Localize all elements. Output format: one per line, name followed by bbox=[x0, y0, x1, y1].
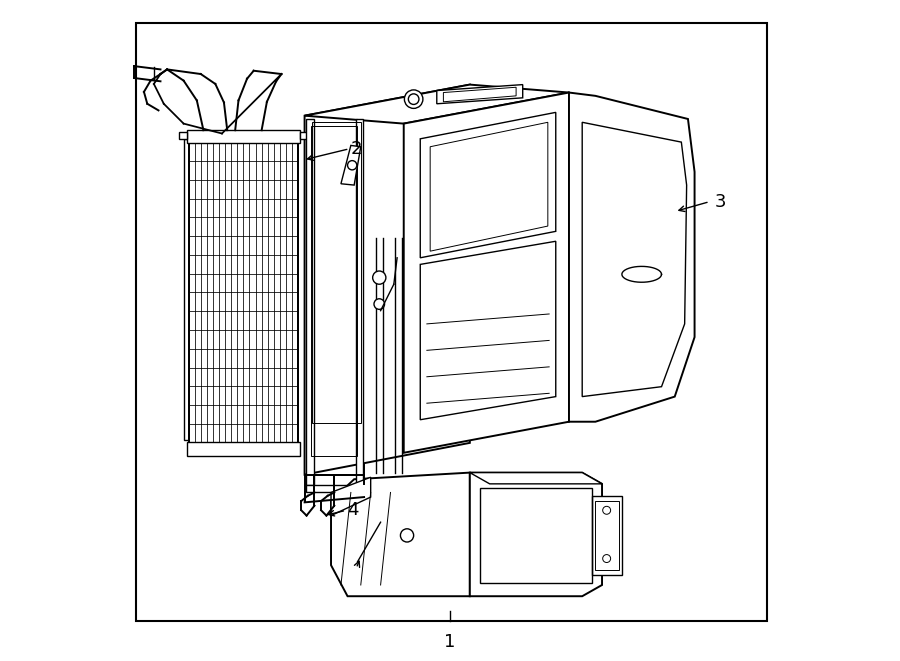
Polygon shape bbox=[304, 85, 470, 475]
Polygon shape bbox=[420, 241, 556, 420]
Polygon shape bbox=[470, 473, 602, 596]
Text: 1: 1 bbox=[445, 633, 455, 652]
Text: 4: 4 bbox=[347, 501, 359, 520]
Polygon shape bbox=[304, 85, 569, 124]
Circle shape bbox=[404, 90, 423, 108]
Circle shape bbox=[374, 299, 384, 309]
Text: 3: 3 bbox=[715, 192, 726, 211]
Polygon shape bbox=[356, 119, 363, 485]
Polygon shape bbox=[300, 132, 308, 139]
Polygon shape bbox=[420, 112, 556, 258]
Polygon shape bbox=[331, 477, 371, 516]
Circle shape bbox=[347, 161, 356, 170]
Circle shape bbox=[603, 506, 610, 514]
Polygon shape bbox=[179, 132, 187, 139]
Text: 2: 2 bbox=[351, 139, 363, 158]
Circle shape bbox=[603, 555, 610, 563]
Polygon shape bbox=[341, 145, 361, 185]
Polygon shape bbox=[470, 473, 602, 484]
Polygon shape bbox=[184, 139, 191, 440]
Circle shape bbox=[400, 529, 414, 542]
Polygon shape bbox=[331, 473, 470, 596]
Polygon shape bbox=[436, 85, 523, 104]
Polygon shape bbox=[304, 116, 365, 475]
Polygon shape bbox=[189, 142, 298, 443]
Polygon shape bbox=[187, 442, 300, 456]
Circle shape bbox=[373, 271, 386, 284]
Polygon shape bbox=[306, 485, 363, 492]
Polygon shape bbox=[306, 119, 314, 485]
Polygon shape bbox=[187, 130, 300, 143]
Polygon shape bbox=[404, 93, 569, 453]
Polygon shape bbox=[569, 93, 695, 422]
Polygon shape bbox=[592, 496, 622, 575]
Circle shape bbox=[409, 94, 419, 104]
